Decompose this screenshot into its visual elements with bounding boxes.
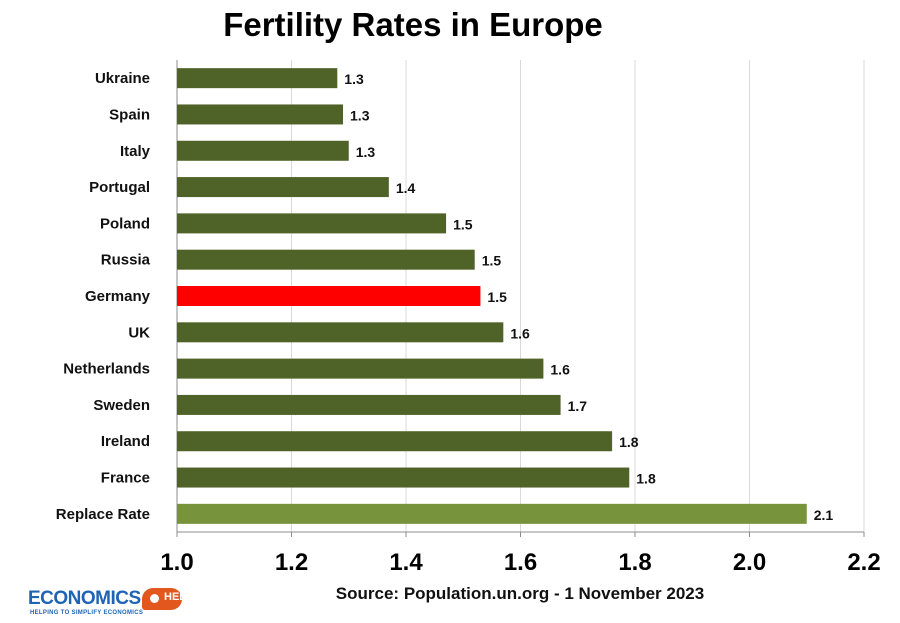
bar: [177, 249, 475, 270]
economics-help-logo: ECONOMICS HELP HELPING TO SIMPLIFY ECONO…: [28, 588, 193, 620]
bar: [177, 177, 389, 198]
x-tick-label: 1.6: [504, 549, 537, 576]
category-label: Netherlands: [63, 361, 150, 378]
x-tick-label: 1.8: [618, 549, 651, 576]
logo-dot-icon: [150, 594, 159, 603]
x-tick-label: 1.0: [160, 549, 193, 576]
logo-tagline: HELPING TO SIMPLIFY ECONOMICS: [30, 610, 144, 616]
category-label: Portugal: [89, 179, 150, 196]
bar: [177, 68, 338, 89]
data-label: 1.3: [350, 107, 370, 123]
bar: [177, 104, 344, 125]
category-label: Spain: [109, 106, 150, 123]
bar: [177, 358, 544, 379]
data-label: 1.3: [344, 71, 364, 87]
bar: [177, 213, 447, 234]
bar: [177, 394, 561, 415]
category-label: Replace Rate: [56, 506, 150, 523]
category-label: Russia: [101, 252, 151, 269]
category-label: Italy: [120, 143, 151, 160]
bar: [177, 286, 481, 306]
data-label: 1.5: [482, 253, 502, 269]
logo-badge-shape: [142, 588, 182, 610]
x-tick-label: 2.2: [847, 549, 880, 576]
data-label: 1.8: [636, 471, 656, 487]
category-label: Poland: [100, 215, 150, 232]
bar: [177, 431, 613, 452]
bar: [177, 467, 630, 488]
data-label: 1.5: [487, 289, 507, 305]
source-note: Source: Population.un.org - 1 November 2…: [335, 584, 705, 603]
bar: [177, 503, 807, 524]
bar: [177, 140, 349, 161]
x-tick-label: 1.4: [389, 549, 423, 576]
x-tick-label: 2.0: [733, 549, 766, 576]
chart-title: Fertility Rates in Europe: [223, 6, 603, 43]
data-label: 1.8: [619, 434, 639, 450]
category-label: UK: [128, 324, 150, 341]
data-label: 1.6: [550, 362, 570, 378]
category-label: France: [101, 470, 150, 487]
category-label: Sweden: [93, 397, 150, 414]
logo-wordmark: ECONOMICS: [28, 588, 141, 609]
data-label: 1.3: [356, 144, 376, 160]
bar: [177, 322, 504, 343]
category-label: Ireland: [101, 433, 150, 450]
data-label: 1.5: [453, 216, 473, 232]
data-label: 1.7: [568, 398, 588, 414]
category-label: Germany: [85, 288, 151, 305]
data-label: 2.1: [814, 507, 834, 523]
category-label: Ukraine: [95, 70, 150, 87]
x-tick-label: 1.2: [275, 549, 308, 576]
data-label: 1.4: [396, 180, 416, 196]
data-label: 1.6: [510, 325, 530, 341]
logo-badge-text: HELP: [164, 591, 194, 603]
